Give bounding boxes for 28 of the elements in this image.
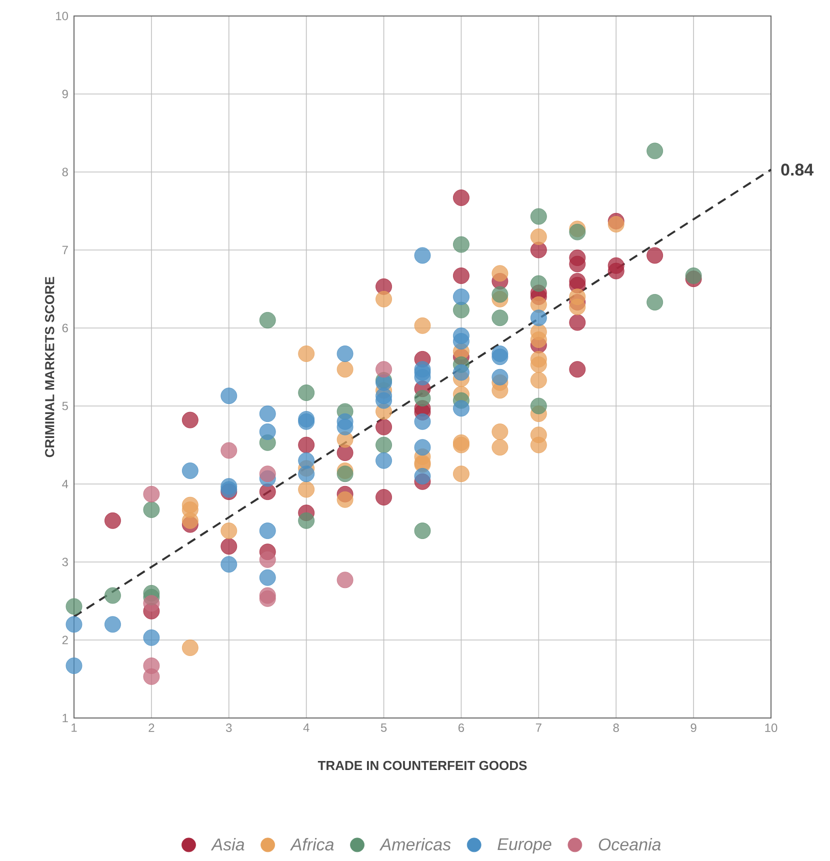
y-tick-label: 1 xyxy=(62,714,68,722)
x-tick-label: 7 xyxy=(536,724,542,732)
legend-label: Africa xyxy=(290,838,334,851)
x-tick-label: 6 xyxy=(458,724,464,732)
y-tick-label: 3 xyxy=(62,558,68,566)
x-tick-label: 1 xyxy=(72,724,77,732)
x-tick-label: 3 xyxy=(226,724,232,732)
x-tick-label: 8 xyxy=(613,724,619,732)
x-tick-label: 9 xyxy=(690,724,696,732)
x-tick-label: 4 xyxy=(303,724,310,732)
y-tick-label: 4 xyxy=(62,480,68,488)
annotation: 0.84 xyxy=(781,164,814,176)
y-tick-label: 8 xyxy=(62,168,68,176)
legend-label: Oceania xyxy=(598,838,661,851)
legend-label: Asia xyxy=(210,838,244,851)
x-tick-label: 2 xyxy=(148,724,154,732)
y-tick-label: 2 xyxy=(62,636,68,644)
y-tick-label: 5 xyxy=(62,402,68,410)
y-tick-label: 10 xyxy=(56,12,68,20)
legend-label: Americas xyxy=(379,838,451,851)
x-tick-label: 10 xyxy=(765,724,778,732)
y-tick-label: 9 xyxy=(62,90,68,98)
y-tick-label: 6 xyxy=(62,324,68,332)
y-tick-label: 7 xyxy=(62,246,68,254)
x-tick-label: 5 xyxy=(380,724,387,732)
legend-label: Europe xyxy=(498,838,552,854)
x-axis-title: TRADE IN COUNTERFEIT GOODS xyxy=(318,760,527,770)
y-axis-title: CRIMINAL MARKETS SCORE xyxy=(45,276,54,458)
